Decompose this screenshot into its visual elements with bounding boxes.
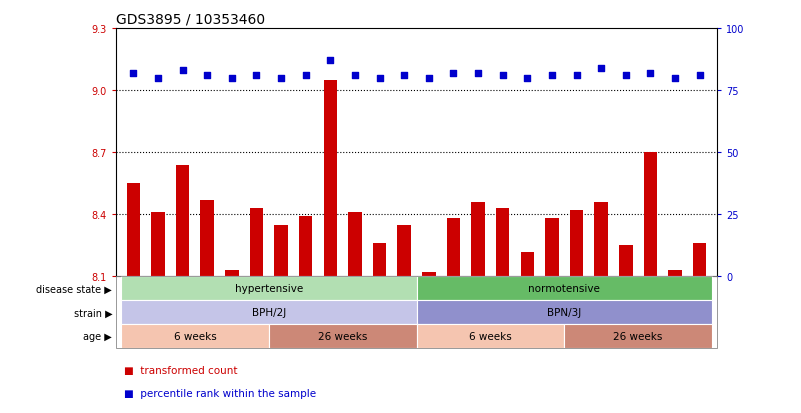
Bar (496, 209, 509, 277)
Point (422, 75, 435, 82)
Bar (594, 202, 608, 277)
Bar (545, 219, 559, 277)
Bar (372, 244, 386, 277)
Text: strain ▶: strain ▶ (74, 308, 112, 318)
Point (472, 70, 485, 77)
Point (447, 70, 460, 77)
Point (348, 73, 361, 79)
Text: age ▶: age ▶ (83, 332, 112, 342)
Text: 6 weeks: 6 weeks (174, 332, 216, 342)
Bar (250, 209, 264, 277)
Bar (299, 217, 312, 277)
Bar (447, 219, 461, 277)
Bar (348, 213, 362, 277)
Bar (200, 200, 214, 277)
Bar (521, 252, 534, 277)
Point (225, 75, 238, 82)
Point (521, 75, 533, 82)
Text: 26 weeks: 26 weeks (614, 332, 662, 342)
Text: disease state ▶: disease state ▶ (36, 284, 112, 294)
Bar (471, 202, 485, 277)
Point (324, 58, 336, 64)
Text: normotensive: normotensive (529, 284, 600, 294)
Point (373, 75, 386, 82)
Text: 6 weeks: 6 weeks (469, 332, 512, 342)
Bar (397, 225, 411, 277)
Point (275, 75, 288, 82)
Point (398, 73, 411, 79)
Bar (127, 184, 140, 277)
Point (570, 73, 583, 79)
Bar (619, 246, 633, 277)
Bar (422, 273, 436, 277)
Bar (324, 81, 337, 277)
Point (545, 73, 558, 79)
Point (693, 73, 706, 79)
Point (595, 65, 608, 72)
Text: BPN/3J: BPN/3J (547, 308, 582, 318)
Point (669, 75, 682, 82)
Point (151, 75, 164, 82)
Bar (644, 153, 657, 277)
Text: ■  percentile rank within the sample: ■ percentile rank within the sample (124, 388, 316, 398)
Text: hypertensive: hypertensive (235, 284, 303, 294)
Bar (225, 271, 239, 277)
Point (497, 73, 509, 79)
Point (250, 73, 263, 79)
Point (619, 73, 632, 79)
Point (201, 73, 214, 79)
Text: ■  transformed count: ■ transformed count (124, 365, 238, 375)
Bar (693, 244, 706, 277)
Text: GDS3895 / 10353460: GDS3895 / 10353460 (116, 12, 265, 26)
Text: BPH/2J: BPH/2J (252, 308, 286, 318)
Point (127, 70, 140, 77)
Point (176, 68, 189, 74)
Bar (570, 211, 583, 277)
Bar (151, 213, 165, 277)
Bar (176, 165, 189, 277)
Text: 26 weeks: 26 weeks (318, 332, 368, 342)
Bar (668, 271, 682, 277)
Point (300, 73, 312, 79)
Bar (274, 225, 288, 277)
Point (644, 70, 657, 77)
